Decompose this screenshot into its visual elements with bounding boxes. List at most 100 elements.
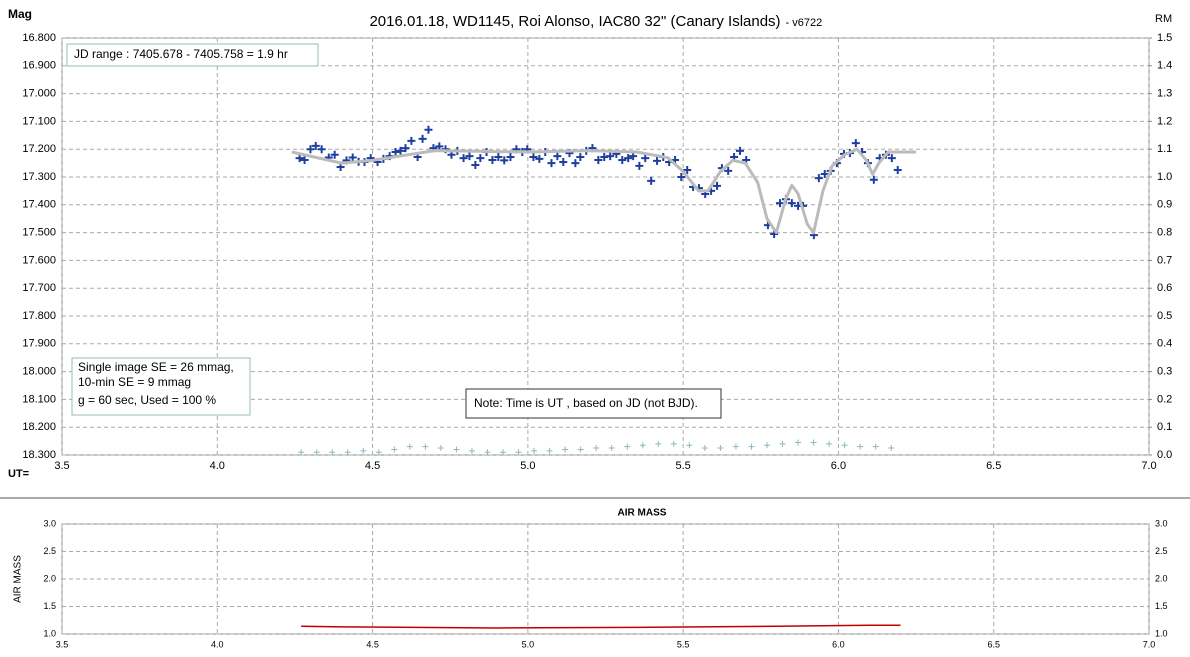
data-point [488, 156, 497, 165]
x-tick-label: 4.0 [211, 639, 224, 649]
data-point [401, 144, 410, 153]
data-point [814, 174, 823, 183]
data-point [732, 443, 739, 450]
y2-tick-label: 0.1 [1157, 421, 1172, 433]
data-point [635, 161, 644, 170]
data-point [465, 152, 474, 161]
data-point [459, 154, 468, 163]
y-tick-label: 18.200 [22, 421, 56, 433]
data-point [820, 169, 829, 178]
y2-tick-label: 1.3 [1157, 88, 1172, 100]
data-point [424, 125, 433, 134]
data-point [406, 443, 413, 450]
annotation: Single image SE = 26 mmag, [78, 360, 234, 374]
data-point [701, 445, 708, 452]
y2-tick-label: 0.4 [1157, 338, 1172, 350]
data-point [641, 154, 650, 163]
y-tick-label: 17.100 [22, 115, 56, 127]
data-point [887, 154, 896, 163]
x-tick-label: 3.5 [54, 460, 69, 472]
data-point [653, 156, 662, 165]
annotation: JD range : 7405.678 - 7405.758 = 1.9 hr [74, 47, 288, 61]
y2-tick-label: 2.0 [1155, 573, 1168, 583]
data-point [826, 440, 833, 447]
y2-tick-label: 1.4 [1157, 60, 1172, 72]
data-point [500, 449, 507, 456]
data-point [571, 159, 580, 168]
data-point [547, 159, 556, 168]
y-tick-label: 17.800 [22, 310, 56, 322]
y-tick-label: 16.800 [22, 32, 56, 44]
data-point [360, 447, 367, 454]
data-point [311, 141, 320, 150]
annotation: g = 60 sec, Used = 100 % [78, 393, 216, 407]
data-point [515, 449, 522, 456]
data-point [869, 175, 878, 184]
data-point [317, 145, 326, 154]
data-point [795, 439, 802, 446]
data-point [330, 150, 339, 159]
line [301, 624, 901, 629]
data-point [306, 145, 315, 154]
data-point [624, 443, 631, 450]
data-point [407, 136, 416, 145]
y-tick-label: 18.300 [22, 449, 56, 461]
x-axis-label: UT= [8, 468, 29, 480]
data-point [484, 449, 491, 456]
y-tick-label: 3.0 [43, 518, 56, 528]
annotation-box [465, 388, 722, 419]
x-tick-label: 6.0 [832, 639, 845, 649]
annotation: Note: Time is UT , based on JD (not BJD)… [474, 396, 698, 410]
data-point [683, 166, 692, 175]
y2-tick-label: 1.1 [1157, 143, 1172, 155]
chart-title: AIR MASS [618, 508, 667, 519]
data-point [810, 439, 817, 446]
x-tick-label: 7.0 [1143, 639, 1156, 649]
data-point [375, 449, 382, 456]
y-axis-label: Mag [8, 7, 32, 21]
data-point [298, 449, 305, 456]
data-point [841, 442, 848, 449]
data-point [506, 152, 515, 161]
x-tick-label: 4.5 [365, 460, 380, 472]
y2-tick-label: 0.6 [1157, 282, 1172, 294]
data-point [735, 146, 744, 155]
annotation: 10-min SE = 9 mmag [78, 375, 191, 389]
y2-tick-label: 0.8 [1157, 227, 1172, 239]
y-tick-label: 17.300 [22, 171, 56, 183]
x-tick-label: 5.5 [677, 639, 690, 649]
data-point [396, 146, 405, 155]
y-tick-label: 2.5 [43, 546, 56, 556]
data-point [494, 152, 503, 161]
data-point [453, 446, 460, 453]
y2-axis-label: RM [1155, 13, 1172, 25]
data-point [655, 440, 662, 447]
data-point [348, 153, 357, 162]
y-tick-label: 17.500 [22, 227, 56, 239]
x-tick-label: 3.5 [56, 639, 69, 649]
x-tick-label: 6.0 [831, 460, 846, 472]
data-point [546, 447, 553, 454]
y2-tick-label: 1.5 [1155, 601, 1168, 611]
data-point [418, 134, 427, 143]
data-point [500, 156, 509, 165]
data-point [670, 440, 677, 447]
data-point [851, 139, 860, 148]
y2-tick-label: 1.5 [1157, 32, 1172, 44]
data-point [422, 443, 429, 450]
data-point [300, 156, 309, 165]
y2-tick-label: 0.3 [1157, 366, 1172, 378]
data-point [559, 157, 568, 166]
y-tick-label: 17.400 [22, 199, 56, 211]
y2-tick-label: 0.9 [1157, 199, 1172, 211]
data-point [677, 173, 686, 181]
data-point [857, 443, 864, 450]
y2-tick-label: 1.0 [1155, 628, 1168, 638]
data-point [391, 147, 400, 156]
x-tick-label: 5.5 [675, 460, 690, 472]
y-tick-label: 1.5 [43, 601, 56, 611]
data-point [608, 445, 615, 452]
x-tick-label: 6.5 [986, 460, 1001, 472]
y2-tick-label: 0.7 [1157, 254, 1172, 266]
y-tick-label: 17.000 [22, 88, 56, 100]
